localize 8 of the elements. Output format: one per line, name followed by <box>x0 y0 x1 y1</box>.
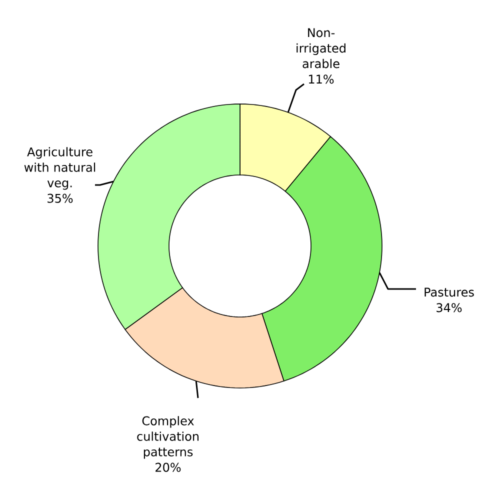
data-label: 11% <box>308 74 334 84</box>
slice-label: Non-irrigated arable <box>296 28 346 68</box>
slice-label: Complex cultivation patterns <box>137 416 199 459</box>
data-label: 35% <box>48 194 73 203</box>
slice-label: Agriculture with natural veg. <box>24 147 96 190</box>
slice-label: Pastures <box>424 288 474 297</box>
data-label: 34% <box>436 303 462 312</box>
data-label: 20% <box>156 462 181 472</box>
